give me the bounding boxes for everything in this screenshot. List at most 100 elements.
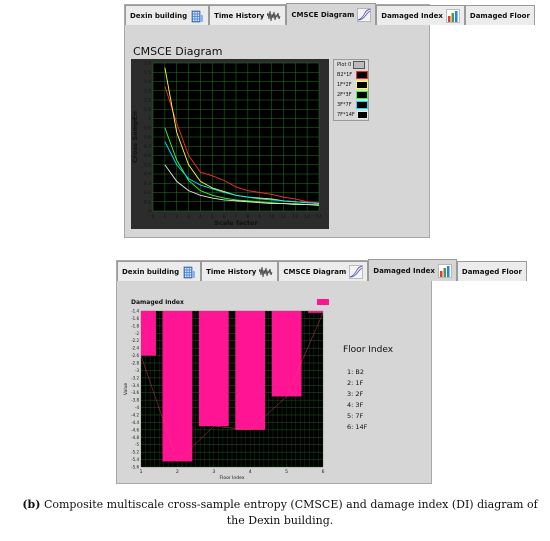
di-bar	[308, 311, 323, 313]
legend-entry: 3F*7F	[334, 100, 368, 110]
line-chart-icon	[349, 264, 364, 279]
x-tick-label: 0	[152, 214, 155, 220]
legend-swatch	[356, 101, 368, 109]
y-tick-label: 1.4	[144, 79, 151, 85]
damaged-index-panel: Dexin building Time History CMSCE Diagram D…	[116, 259, 527, 484]
y-tick-label: 1	[148, 116, 151, 122]
tab-label: Time History	[206, 267, 257, 276]
x-tick-label: 5	[211, 214, 214, 220]
legend-entry: B2*1F	[334, 70, 368, 80]
y-tick-label: -2.4	[131, 346, 139, 351]
y-axis-label: Cross SampEn	[131, 111, 139, 163]
y-tick-label: -4.4	[131, 420, 139, 425]
di-bar	[162, 311, 193, 462]
cmsce-chart: 0 1 2 3 4 5 6 7 8 9 10 11 12 13 1400.10.20.30.40.50.60…	[131, 61, 322, 228]
legend-entry-label: 7F*14F	[337, 112, 355, 118]
tab-dexin-building[interactable]: Dexin building	[125, 5, 210, 25]
tab-damaged-floor[interactable]: Damaged Floor	[464, 5, 535, 25]
x-tick-label: 13	[304, 214, 310, 220]
di-trend-line	[140, 312, 324, 462]
legend-swatch	[356, 81, 368, 89]
floor-index-title: Floor Index	[343, 345, 394, 355]
tab-dexin-building[interactable]: Dexin building	[117, 261, 202, 281]
floor-index-item: 6: 14F	[347, 423, 368, 431]
y-tick-label: 1.1	[144, 107, 151, 113]
building-icon	[183, 266, 196, 278]
x-tick-label: 4	[199, 214, 202, 220]
bar-chart-icon	[438, 263, 452, 278]
y-tick-label: -3.8	[131, 398, 139, 403]
tab-label: Dexin building	[130, 11, 188, 20]
x-tick-label: 6	[223, 214, 226, 220]
floor-index-item: 5: 7F	[347, 412, 364, 420]
tab-time-history[interactable]: Time History	[201, 261, 279, 281]
floor-index-item: 3: 2F	[347, 390, 364, 398]
y-tick-label: 1.6	[144, 61, 151, 67]
y-tick-label: -4.6	[131, 427, 139, 432]
x-tick-label: 2	[176, 469, 179, 475]
x-tick-label: 8	[246, 214, 249, 220]
y-tick-label: 0.9	[144, 125, 151, 131]
legend-swatch	[356, 111, 368, 119]
di-chart-title: Damaged Index	[131, 299, 184, 306]
y-tick-label: 0.7	[144, 144, 151, 150]
floor-index-item: 1: B2	[347, 368, 364, 376]
series-line	[164, 141, 320, 205]
di-bar	[235, 311, 266, 430]
line-chart-icon	[357, 7, 372, 22]
x-tick-label: 2	[175, 214, 178, 220]
y-tick-label: 0.5	[144, 162, 151, 168]
di-chart: -1.4 -1.6 -1.8 -2 -2.2 -2.4 -2.6 -2.8 -3 -3.2 -3.4…	[123, 309, 325, 482]
cmsce-chart-title: CMSCE Diagram	[133, 45, 223, 58]
y-tick-label: -1.6	[131, 316, 139, 321]
series-line	[164, 127, 319, 205]
series-line	[164, 85, 320, 204]
x-tick-label: 14	[316, 214, 322, 220]
legend-entry-label: B2*1F	[337, 72, 353, 78]
legend-entry: 2F*3F	[334, 90, 368, 100]
tab-label: Dexin building	[122, 267, 180, 276]
y-tick-label: -4.8	[131, 435, 139, 440]
tab-bar-a: Dexin building Time History CMSCE Diagram D…	[125, 3, 535, 27]
x-tick-label: 4	[249, 469, 252, 475]
tab-cmsce-diagram[interactable]: CMSCE Diagram	[278, 261, 369, 281]
y-tick-label: -3.6	[131, 390, 139, 395]
y-tick-label: -5	[135, 442, 139, 447]
bar-chart-icon	[446, 8, 460, 23]
y-axis-label: Value	[123, 383, 129, 396]
tab-label: Damaged Floor	[469, 11, 530, 20]
x-tick-label: 6	[322, 469, 325, 475]
tab-label: Damaged Index	[381, 11, 443, 20]
y-tick-label: -5.4	[131, 457, 139, 462]
x-axis-label: Floor Index	[219, 475, 244, 481]
y-tick-label: -5.2	[131, 450, 139, 455]
figure-caption: (b) Composite multiscale cross-sample en…	[20, 497, 540, 529]
tab-time-history[interactable]: Time History	[209, 5, 287, 25]
y-tick-label: 1.2	[144, 98, 151, 104]
y-tick-label: -2.6	[131, 353, 139, 358]
series-line	[164, 164, 320, 206]
floor-index-item: 2: 1F	[347, 379, 364, 387]
legend-header-swatch	[353, 61, 366, 69]
tab-damaged-floor[interactable]: Damaged Floor	[456, 261, 527, 281]
x-tick-label: 10	[269, 214, 275, 220]
legend-header-label: Plot 0	[337, 62, 352, 68]
tab-cmsce-diagram[interactable]: CMSCE Diagram	[286, 3, 377, 25]
y-tick-label: 0	[148, 209, 151, 215]
y-tick-label: -2	[135, 331, 139, 336]
di-bar	[271, 311, 302, 397]
tab-bar-b: Dexin building Time History CMSCE Diagram D…	[117, 259, 527, 283]
tab-label: CMSCE Diagram	[291, 10, 355, 19]
floor-index-box: Floor Index 1: B2 2: 1F 3: 2F 4: 3F 5: 7F 6: …	[343, 345, 393, 433]
legend-entry-label: 2F*3F	[337, 92, 352, 98]
y-tick-label: -1.8	[131, 323, 139, 328]
tab-damaged-index[interactable]: Damaged Index	[368, 259, 457, 281]
x-tick-label: 5	[285, 469, 288, 475]
x-tick-label: 9	[258, 214, 261, 220]
y-tick-label: 0.1	[144, 199, 151, 205]
y-tick-label: 0.4	[144, 172, 151, 178]
y-tick-label: 1.3	[144, 88, 151, 94]
x-tick-label: 12	[292, 214, 298, 220]
tab-damaged-index[interactable]: Damaged Index	[376, 5, 465, 25]
legend-entry-label: 3F*7F	[337, 102, 352, 108]
